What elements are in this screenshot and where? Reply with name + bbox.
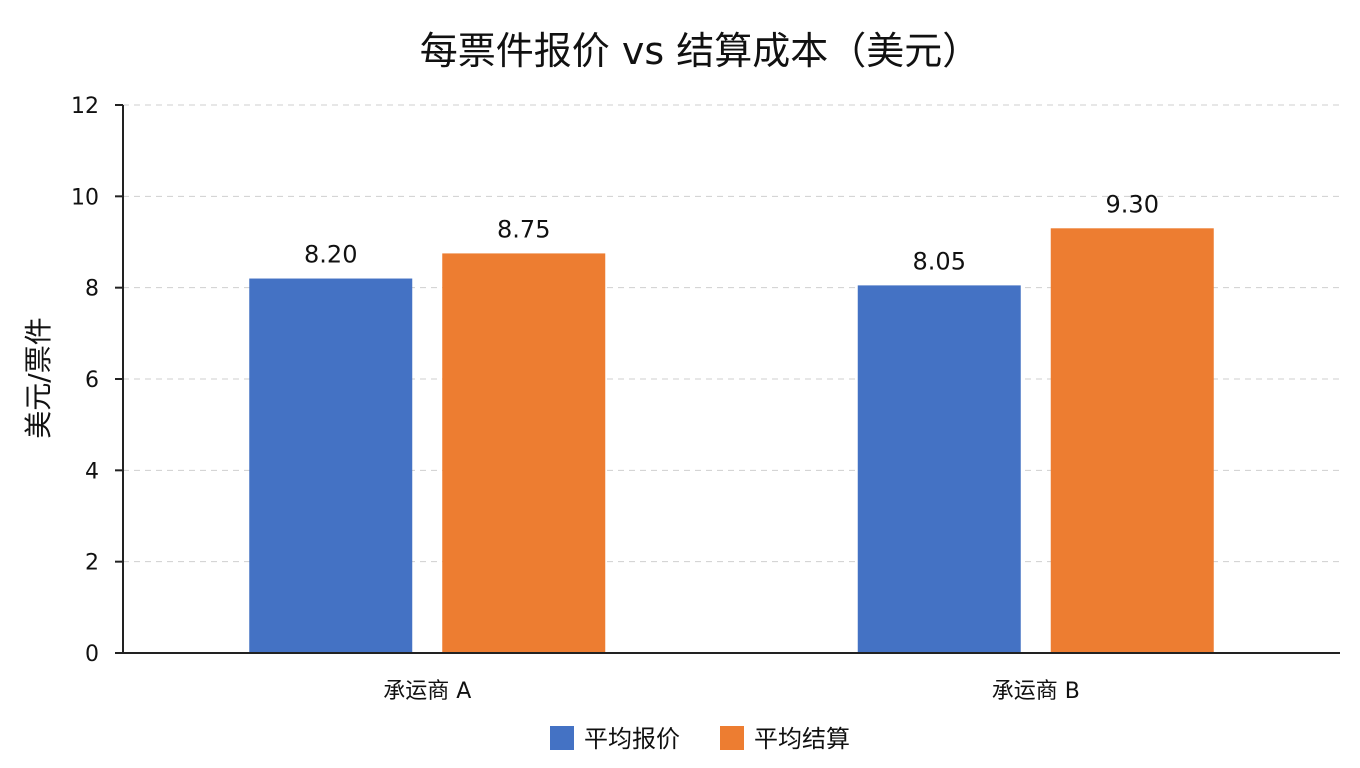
y-axis-ticks: 0 2 4 6 8 10 12 xyxy=(71,94,123,667)
legend-label: 平均报价 xyxy=(584,725,680,753)
chart-title: 每票件报价 vs 结算成本（美元） xyxy=(420,29,980,73)
x-axis-ticks: 承运商 A 承运商 B xyxy=(383,679,1080,704)
legend-swatch xyxy=(550,726,574,750)
y-tick-label: 12 xyxy=(71,94,99,119)
bar xyxy=(857,285,1021,653)
bar-value-label: 9.30 xyxy=(1106,190,1159,218)
bar-value-label: 8.75 xyxy=(497,215,550,243)
bar xyxy=(442,253,606,653)
y-tick-label: 10 xyxy=(71,185,99,210)
legend-label: 平均结算 xyxy=(754,725,850,753)
y-tick-label: 6 xyxy=(85,368,99,393)
y-tick-label: 4 xyxy=(85,459,99,484)
y-tick-label: 0 xyxy=(85,642,99,667)
bars xyxy=(249,228,1214,654)
legend-swatch xyxy=(720,726,744,750)
bar-value-label: 8.05 xyxy=(913,247,966,275)
x-tick-label: 承运商 A xyxy=(383,679,471,704)
y-tick-label: 8 xyxy=(85,277,99,302)
y-tick-label: 2 xyxy=(85,551,99,576)
x-tick-label: 承运商 B xyxy=(992,679,1080,704)
value-labels: 8.20 8.75 8.05 9.30 xyxy=(304,190,1159,275)
y-axis-label: 美元/票件 xyxy=(22,317,55,438)
bar xyxy=(1050,228,1214,654)
bar-value-label: 8.20 xyxy=(304,241,357,269)
legend: 平均报价 平均结算 xyxy=(550,725,850,753)
bar xyxy=(249,278,413,653)
